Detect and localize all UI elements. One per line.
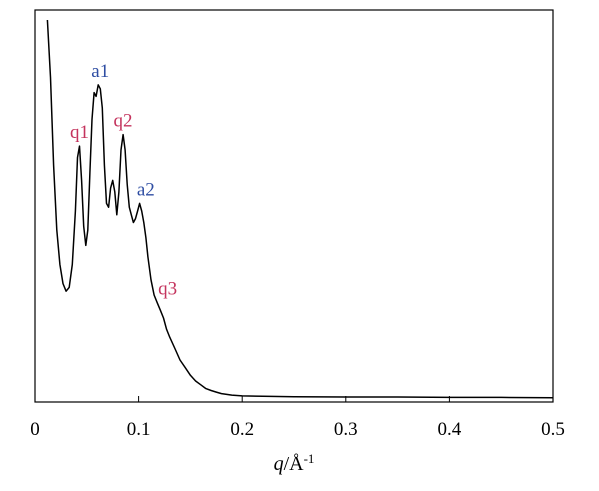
x-axis-exp: -1 (304, 451, 315, 466)
x-tick-label: 0.3 (334, 419, 358, 440)
peak-label-a1: a1 (91, 61, 109, 82)
plot-area-frame (34, 9, 554, 403)
x-axis-title: q/Å-1 (274, 451, 315, 475)
x-axis-var: q (274, 453, 284, 475)
series-line (46, 19, 554, 399)
x-tick-label: 0.2 (230, 419, 254, 440)
x-tick-labels: 0 0.1 0.2 0.3 0.4 0.5 (30, 419, 565, 440)
x-tick-label: 0 (30, 419, 40, 440)
peak-label-a2: a2 (137, 179, 155, 200)
x-tick-label: 0.4 (438, 419, 462, 440)
x-ticks (34, 396, 554, 402)
x-tick-label: 0.5 (541, 419, 565, 440)
x-tick-label: 0.1 (127, 419, 151, 440)
peak-label-q2: q2 (114, 111, 133, 132)
peak-label-q3: q3 (158, 279, 177, 300)
x-axis-unit: /Å (284, 453, 305, 475)
peak-label-q1: q1 (70, 122, 89, 143)
peak-annotations: q1 a1 q2 a2 q3 (70, 61, 177, 300)
